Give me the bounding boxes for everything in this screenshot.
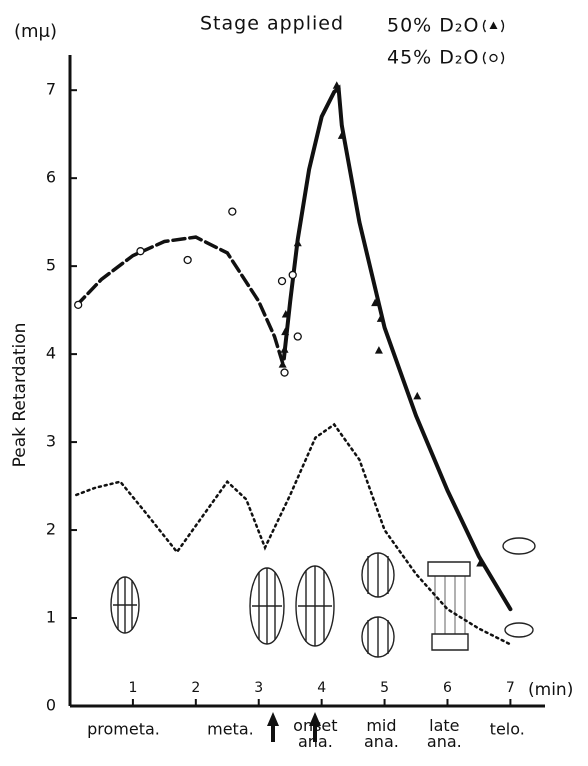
stage-label: onset ana.	[293, 716, 337, 751]
y-tick-label: 1	[46, 608, 56, 627]
x-tick-label: 6	[443, 680, 452, 696]
legend-paren	[482, 51, 505, 65]
y-tick-label: 0	[46, 696, 56, 715]
triangle-point	[281, 327, 290, 336]
legend-label: 50% D₂O	[387, 15, 479, 37]
curve	[281, 84, 513, 612]
triangle-point	[337, 131, 346, 139]
triangle-point	[281, 310, 290, 318]
circle-point	[288, 270, 297, 280]
y-tick-label: 6	[46, 168, 56, 187]
y-axis-label: Peak Retardation	[10, 323, 30, 468]
stage-label: late ana.	[427, 716, 462, 751]
triangle-point	[332, 81, 341, 89]
legend-marker	[489, 53, 498, 63]
unit-label: (mμ)	[14, 21, 57, 42]
circle-point	[74, 300, 83, 309]
stage-label: mid ana.	[364, 716, 399, 751]
x-axis-label: (min)	[528, 680, 573, 700]
circle-point	[293, 332, 302, 341]
y-tick-label: 7	[46, 80, 56, 99]
stage-label: telo.	[490, 720, 525, 739]
y-tick-label: 5	[46, 256, 56, 275]
y-tick-label: 4	[46, 344, 56, 363]
stage-label: meta.	[207, 720, 254, 739]
x-tick-label: 7	[506, 680, 515, 696]
onset-arrows	[267, 712, 321, 742]
triangle-point	[376, 314, 385, 322]
x-tick-label: 2	[191, 680, 200, 696]
x-tick-label: 4	[317, 680, 326, 696]
chart-title: Stage applied	[200, 13, 344, 35]
circle-point	[280, 368, 289, 377]
circle-point	[228, 207, 237, 216]
triangle-point	[278, 360, 287, 368]
y-tick-label: 3	[46, 432, 56, 451]
cell-drawings	[110, 537, 536, 658]
triangle-point	[280, 345, 289, 353]
x-tick-label: 1	[128, 680, 137, 696]
triangle-point	[371, 298, 380, 307]
curve	[74, 235, 285, 365]
legend-label: 45% D₂O	[387, 47, 479, 69]
triangle-point	[374, 346, 383, 354]
circle-point	[136, 247, 145, 256]
stage-label: prometa.	[87, 720, 160, 739]
triangle-point	[413, 391, 422, 400]
triangle-point	[476, 558, 485, 567]
legend-marker	[489, 21, 498, 29]
triangle-point	[293, 238, 302, 247]
circle-point	[277, 276, 287, 286]
curve	[75, 422, 512, 646]
x-tick-label: 5	[380, 680, 389, 696]
legend-paren	[482, 19, 505, 33]
x-tick-label: 3	[254, 680, 263, 696]
y-tick-label: 2	[46, 520, 56, 539]
circle-point	[183, 255, 192, 265]
